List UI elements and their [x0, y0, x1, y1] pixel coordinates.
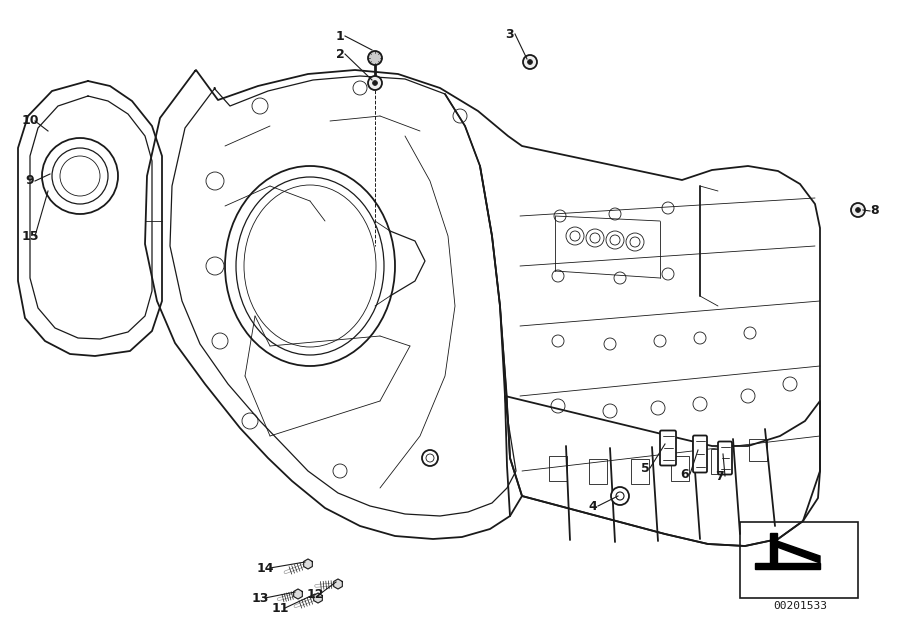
Text: 1: 1 [336, 29, 345, 43]
Polygon shape [303, 559, 312, 569]
Bar [589, 459, 607, 484]
Polygon shape [755, 563, 820, 569]
Text: 2: 2 [336, 48, 345, 60]
Text: 15: 15 [22, 230, 39, 242]
Circle shape [527, 60, 533, 64]
Polygon shape [314, 593, 322, 603]
Bar [671, 456, 689, 481]
Polygon shape [770, 533, 777, 563]
Text: 13: 13 [251, 591, 269, 604]
Circle shape [851, 203, 865, 217]
Text: 4: 4 [589, 499, 598, 513]
Text: 9: 9 [26, 174, 34, 188]
Circle shape [368, 76, 382, 90]
FancyBboxPatch shape [718, 441, 732, 474]
Circle shape [856, 207, 860, 212]
Circle shape [523, 55, 537, 69]
Text: 3: 3 [506, 27, 514, 41]
Polygon shape [293, 589, 302, 599]
Text: 00201533: 00201533 [773, 601, 827, 611]
Text: 11: 11 [271, 602, 289, 614]
Circle shape [368, 51, 382, 65]
Text: 14: 14 [256, 562, 274, 574]
Circle shape [611, 487, 629, 505]
Bar [749, 439, 767, 461]
Text: 7: 7 [716, 469, 724, 483]
Text: 5: 5 [641, 462, 650, 474]
Circle shape [373, 81, 377, 85]
Text: 10: 10 [22, 114, 39, 127]
FancyBboxPatch shape [660, 431, 676, 466]
FancyBboxPatch shape [693, 436, 707, 473]
Polygon shape [777, 541, 820, 563]
Circle shape [422, 450, 438, 466]
Polygon shape [334, 579, 342, 589]
Bar [631, 459, 649, 484]
Bar [549, 456, 567, 481]
Text: 12: 12 [306, 588, 324, 600]
Text: 8: 8 [870, 205, 879, 218]
Text: 6: 6 [680, 467, 689, 481]
Bar [711, 449, 729, 474]
